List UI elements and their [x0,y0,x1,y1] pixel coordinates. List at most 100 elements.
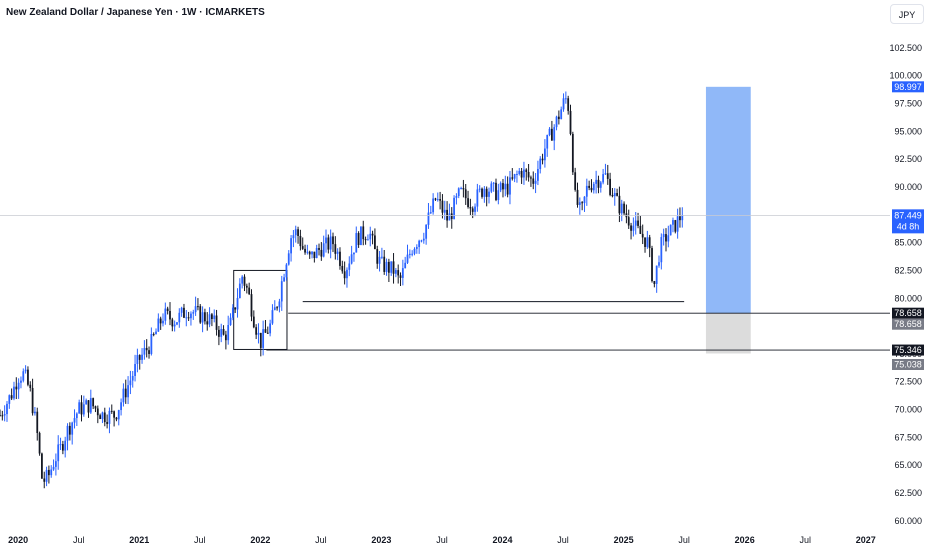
candle-body [127,385,129,398]
candle-body [443,209,446,213]
candle-body [131,375,134,381]
candle-body [506,183,509,195]
candle-body [220,329,223,337]
price-axis[interactable]: 60.000 62.500 65.000 67.500 70.000 72.500 75.0… [889,43,922,526]
candle-body [117,410,120,420]
candle-body [194,306,197,313]
candle-body [362,226,365,240]
candle-body [34,411,36,414]
candle-body [36,411,39,433]
candle-body [110,410,113,412]
candle-body [24,369,27,372]
candle-body [148,350,150,354]
candle-body [152,334,155,336]
candle-body [588,185,591,188]
annotations-layer [233,86,751,354]
candle-body [99,415,102,420]
price-tag-4 [892,344,924,356]
candle-body [488,191,490,197]
candle-body [415,247,418,249]
stop-zone-box[interactable] [705,313,751,354]
candle-body [262,329,265,348]
candle-body [311,251,313,255]
candle-body [592,183,595,191]
currency-button[interactable]: JPY [890,4,924,24]
candle-body [441,200,444,213]
y-tick-label: 102.500 [889,43,922,53]
price-tag-2-label: 78.658 [894,308,922,318]
candle-body [523,169,525,178]
candle-body [564,98,567,100]
candle-body [648,237,651,249]
candle-body [520,170,523,178]
candle-body [560,109,563,120]
candle-body [390,261,393,273]
y-tick-label: 60.000 [894,516,922,526]
candle-body [48,469,50,476]
candle-body [322,243,325,257]
candle-body [10,395,13,399]
x-tick-label: Jul [799,535,811,545]
candle-body [6,403,8,415]
candle-body [248,287,251,295]
time-axis[interactable]: 2020 Jul 2021 Jul 2022 Jul 2023 Jul 2024 Jul 2025 J… [8,535,876,545]
y-tick-label: 90.000 [894,182,922,192]
candle-body [29,384,32,389]
candle-body [436,199,439,201]
candle-body [397,270,400,276]
x-tick-label: Jul [194,535,206,545]
candle-body [476,189,479,207]
candle-body [213,315,216,320]
candle-body [61,444,64,451]
candle-body [394,270,397,274]
candle-body [623,203,625,214]
candle-body [371,233,374,236]
price-tag-3-label: 78.658 [894,319,922,329]
candles-layer [0,91,684,489]
x-tick-label: Jul [557,535,569,545]
countdown-label: 4d 8h [897,221,920,231]
candle-body [578,202,581,205]
candle-body [357,233,360,245]
candle-body [176,322,178,325]
candle-body [266,332,269,334]
candle-body [543,148,546,161]
candle-body [108,410,111,424]
candle-body [562,98,565,110]
candle-body [229,317,232,325]
candle-body [469,207,472,209]
candle-body [68,425,71,435]
candle-body [155,331,157,335]
candle-body [474,206,476,212]
candle-body [124,388,127,398]
candle-body [541,158,544,161]
target-zone-box[interactable] [705,86,751,314]
candle-body [627,217,630,226]
x-tick-label: Jul [73,535,85,545]
candle-body [530,177,532,179]
price-tag-1 [892,81,924,93]
candle-body [50,469,53,476]
candle-body [141,354,143,360]
candle-body [453,197,455,219]
candle-body [665,234,667,242]
y-tick-label: 85.000 [894,238,922,248]
candle-body [637,220,639,226]
candle-body [285,264,288,278]
candle-body [490,183,493,192]
candle-body [492,182,495,184]
candle-body [641,233,644,238]
candle-body [166,308,169,312]
candle-body [404,262,407,269]
candle-body [532,178,535,184]
candle-body [92,398,95,407]
y-tick-label: 65.000 [894,460,922,470]
x-tick-label: Jul [436,535,448,545]
y-tick-label: 62.500 [894,488,922,498]
candle-body [145,347,148,351]
candle-body [662,234,665,238]
candle-body [408,253,411,255]
candle-body [464,189,467,199]
candle-body [280,281,283,302]
